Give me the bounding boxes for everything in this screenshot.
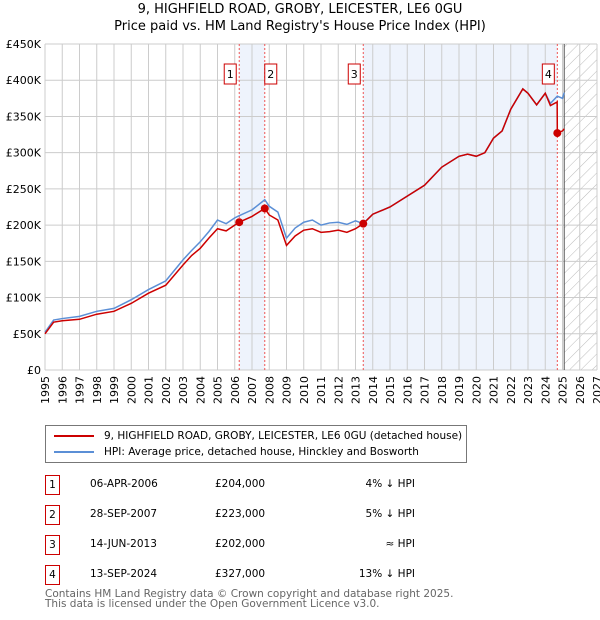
sale-date: 13-SEP-2024: [90, 568, 158, 580]
footer: Contains HM Land Registry data © Crown c…: [45, 588, 454, 610]
x-tick-label: 2004: [194, 376, 207, 404]
sale-point: [260, 204, 269, 213]
x-tick-label: 2001: [143, 376, 156, 404]
x-tick-label: 2015: [384, 376, 397, 404]
sale-number: 1: [45, 475, 60, 495]
x-tick-label: 2009: [281, 376, 294, 404]
sale-row: 1 06-APR-2006 £204,000 4% ↓ HPI: [45, 475, 445, 495]
x-tick-label: 2014: [367, 376, 380, 404]
sale-label-box: [541, 63, 555, 85]
y-tick-label: £400K: [6, 74, 42, 87]
legend-property-label: 9, HIGHFIELD ROAD, GROBY, LEICESTER, LE6…: [104, 430, 463, 442]
legend: 9, HIGHFIELD ROAD, GROBY, LEICESTER, LE6…: [45, 425, 467, 463]
x-tick-label: 1999: [108, 376, 121, 404]
sale-point: [235, 218, 244, 227]
y-tick-label: £350K: [6, 110, 42, 123]
sale-row: 3 14-JUN-2013 £202,000 ≈ HPI: [45, 535, 445, 555]
y-tick-label: £300K: [6, 147, 42, 160]
x-tick-label: 2012: [332, 376, 345, 404]
sale-number: 4: [45, 565, 60, 585]
x-tick-label: 2005: [212, 376, 225, 404]
footer-line-2: This data is licensed under the Open Gov…: [45, 598, 380, 610]
sale-point: [553, 129, 562, 138]
sale-date: 06-APR-2006: [90, 478, 158, 490]
sale-date: 14-JUN-2013: [90, 538, 157, 550]
sale-price: £204,000: [215, 478, 266, 490]
x-tick-label: 2010: [298, 376, 311, 404]
y-tick-label: £250K: [6, 183, 42, 196]
sale-hpi-diff: 13% ↓ HPI: [358, 568, 415, 580]
x-tick-label: 2019: [453, 376, 466, 404]
sale-label: 4: [545, 68, 552, 81]
sale-label-box: [264, 63, 278, 85]
sale-label: 2: [267, 68, 274, 81]
footer-line-1: Contains HM Land Registry data © Crown c…: [45, 588, 454, 600]
sale-hpi-diff: ≈ HPI: [385, 538, 415, 550]
x-tick-label: 2023: [522, 376, 535, 404]
sale-hpi-diff: 5% ↓ HPI: [365, 508, 415, 520]
sale-price: £223,000: [215, 508, 266, 520]
x-tick-label: 2016: [401, 376, 414, 404]
shade-3-4: [363, 44, 558, 370]
sale-row: 2 28-SEP-2007 £223,000 5% ↓ HPI: [45, 505, 445, 525]
x-tick-label: 2025: [557, 376, 570, 404]
y-tick-label: £150K: [6, 255, 42, 268]
x-tick-label: 2000: [125, 376, 138, 404]
sale-label: 3: [351, 68, 358, 81]
x-tick-label: 2022: [505, 376, 518, 404]
x-tick-label: 2017: [419, 376, 432, 404]
sale-hpi-diff: 4% ↓ HPI: [365, 478, 415, 490]
sale-label: 1: [227, 68, 234, 81]
sale-number: 2: [45, 505, 60, 525]
x-tick-label: 2021: [488, 376, 501, 404]
legend-property-swatch: [54, 435, 94, 437]
x-tick-label: 1998: [91, 376, 104, 404]
y-tick-label: £100K: [6, 292, 42, 305]
chart-title: 9, HIGHFIELD ROAD, GROBY, LEICESTER, LE6…: [137, 2, 463, 17]
x-tick-label: 2006: [229, 376, 242, 404]
x-tick-label: 2007: [246, 376, 259, 404]
sale-label-box: [223, 63, 237, 85]
x-tick-label: 1996: [56, 376, 69, 404]
x-tick-label: 2024: [539, 376, 552, 404]
plot-area: 1995 1996 1997 1998 1999 2000 2001 2002 2003 2004…: [6, 38, 600, 404]
x-tick-label: 1997: [74, 376, 87, 404]
y-tick-label: £0: [27, 364, 41, 377]
sale-number: 3: [45, 535, 60, 555]
x-tick-label: 1995: [39, 376, 52, 404]
x-tick-label: 2013: [350, 376, 363, 404]
x-tick-label: 2008: [263, 376, 276, 404]
x-tick-label: 2020: [470, 376, 483, 404]
sale-price: £202,000: [215, 538, 266, 550]
x-tick-label: 2003: [177, 376, 190, 404]
sale-label-box: [347, 63, 361, 85]
property-line: [44, 87, 565, 335]
sale-date: 28-SEP-2007: [90, 508, 158, 520]
x-tick-label: 2002: [160, 376, 173, 404]
x-tick-label: 2018: [436, 376, 449, 404]
x-tick-label: 2027: [591, 376, 600, 404]
sale-row: 4 13-SEP-2024 £327,000 13% ↓ HPI: [45, 565, 445, 585]
forecast-hatch: [564, 44, 597, 370]
y-tick-label: £200K: [6, 219, 42, 232]
legend-hpi-swatch: [54, 451, 94, 453]
y-tick-label: £450K: [6, 38, 42, 51]
sale-price: £327,000: [215, 568, 266, 580]
legend-hpi-label: HPI: Average price, detached house, Hinc…: [104, 446, 419, 458]
x-tick-label: 2011: [315, 376, 328, 404]
y-tick-label: £50K: [13, 328, 42, 341]
x-tick-label: 2026: [574, 376, 587, 404]
chart-subtitle: Price paid vs. HM Land Registry's House …: [114, 19, 486, 34]
sale-point: [359, 219, 368, 228]
